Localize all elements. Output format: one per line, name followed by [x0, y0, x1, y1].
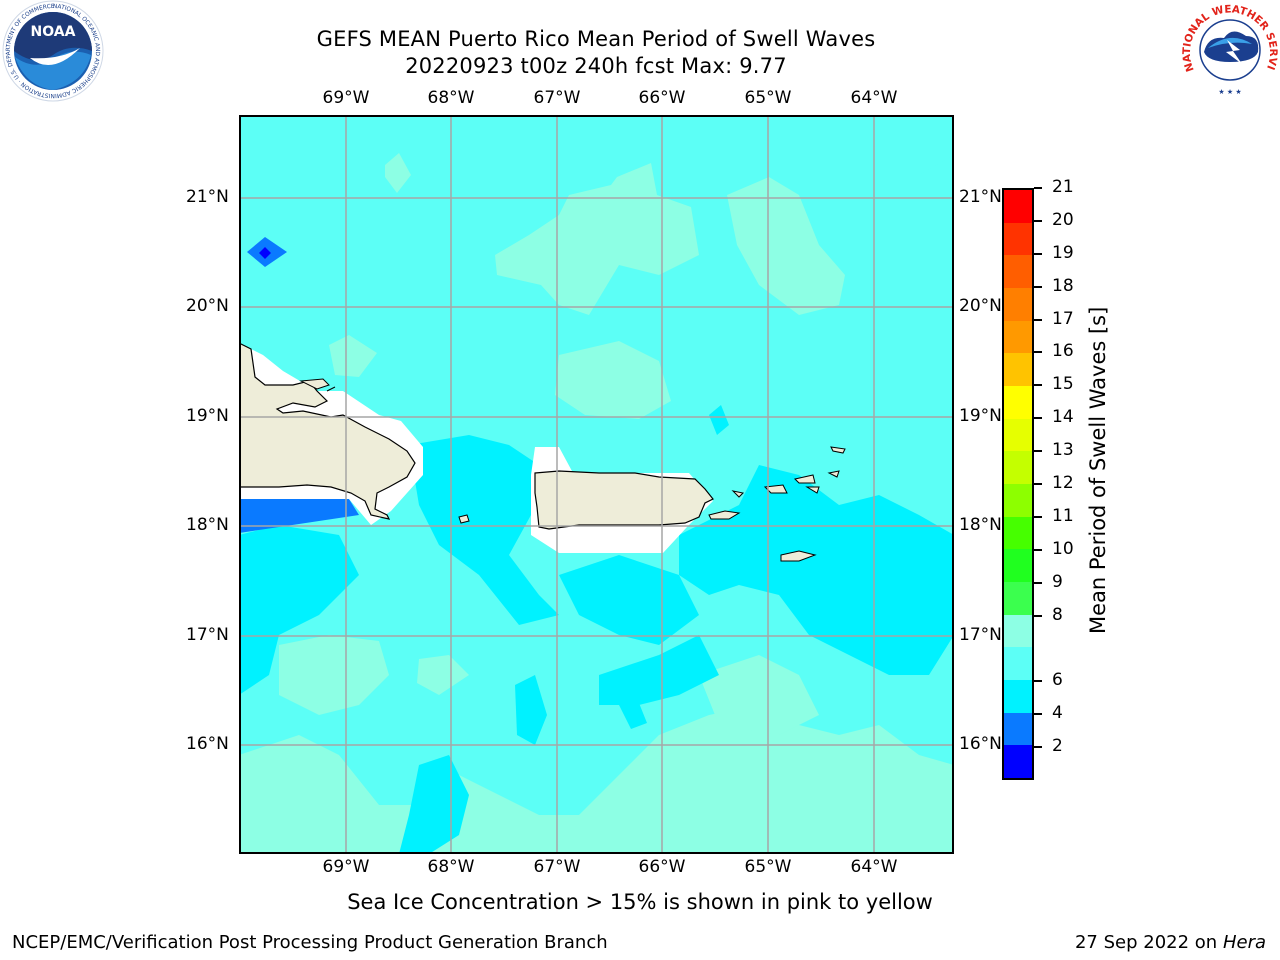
- colorbar-segment: [1004, 516, 1032, 550]
- colorbar-segment: [1004, 418, 1032, 452]
- colorbar-tick-mark: [1034, 187, 1042, 189]
- lat-label-right-20n: 20°N: [959, 296, 1002, 316]
- colorbar-tick-label: 16: [1052, 341, 1074, 362]
- colorbar-tick-mark: [1034, 417, 1042, 420]
- colorbar-tick-mark: [1034, 351, 1042, 354]
- lon-label-top-69w: 69°W: [322, 88, 370, 108]
- colorbar-tick-label: 15: [1052, 374, 1074, 395]
- colorbar-tick-label: 20: [1052, 209, 1074, 230]
- colorbar-tick-label: 4: [1052, 703, 1063, 724]
- colorbar-tick-label: 2: [1052, 736, 1063, 757]
- map-frame: [239, 115, 954, 854]
- colorbar-tick-label: 12: [1052, 473, 1074, 493]
- svg-text:★ ★ ★: ★ ★ ★: [1218, 88, 1241, 96]
- colorbar-segment: [1004, 353, 1032, 387]
- colorbar-segment: [1004, 549, 1032, 583]
- lat-label-left-18n: 18°N: [186, 515, 229, 535]
- lon-label-bottom-64w: 64°W: [850, 857, 898, 877]
- colorbar-tick-mark: [1034, 483, 1042, 485]
- colorbar-segment: [1004, 614, 1032, 648]
- colorbar-tick-label: 8: [1052, 604, 1063, 625]
- colorbar-segment: [1004, 386, 1032, 419]
- chart-title: GEFS MEAN Puerto Rico Mean Period of Swe…: [316, 27, 876, 51]
- small-islands: [326, 386, 846, 562]
- colorbar-tick-mark: [1034, 581, 1042, 584]
- ocean-4-6-band: [239, 499, 359, 533]
- footer-date: 27 Sep 2022 on Hera: [1075, 932, 1266, 953]
- puerto-rico-land: [534, 470, 714, 530]
- footer-credit: NCEP/EMC/Verification Post Processing Pr…: [12, 932, 608, 953]
- swell-period-map: [239, 115, 954, 854]
- colorbar-tick-mark: [1034, 252, 1042, 255]
- colorbar-tick-label: 10: [1052, 538, 1074, 559]
- colorbar-segment: [1004, 288, 1032, 321]
- lat-label-left-17n: 17°N: [186, 625, 229, 645]
- colorbar-tick-mark: [1034, 515, 1042, 518]
- colorbar-tick-label: 19: [1052, 242, 1074, 263]
- tortuga-island: [299, 378, 330, 390]
- colorbar-tick-mark: [1034, 219, 1042, 222]
- lon-label-bottom-69w: 69°W: [322, 857, 370, 877]
- lon-label-bottom-66w: 66°W: [638, 857, 686, 877]
- chart-subtitle: 20220923 t00z 240h fcst Max: 9.77: [405, 54, 787, 78]
- colorbar-title: Mean Period of Swell Waves [s]: [1086, 306, 1110, 634]
- lon-label-bottom-65w: 65°W: [744, 857, 792, 877]
- colorbar-tick-mark: [1034, 713, 1042, 716]
- lon-label-top-65w: 65°W: [744, 88, 792, 108]
- colorbar-tick-label: 9: [1052, 571, 1063, 592]
- lat-label-left-19n: 19°N: [186, 406, 229, 426]
- colorbar-tick-mark: [1034, 450, 1042, 453]
- lon-label-bottom-67w: 67°W: [533, 857, 581, 877]
- colorbar-tick-mark: [1034, 318, 1042, 321]
- colorbar-tick-mark: [1034, 548, 1042, 551]
- colorbar-tick-label: 13: [1052, 440, 1074, 461]
- colorbar-tick-label: 21: [1052, 177, 1074, 197]
- colorbar-tick-mark: [1034, 285, 1042, 288]
- colorbar-segment: [1004, 484, 1032, 517]
- colorbar-tick-label: 18: [1052, 275, 1074, 296]
- colorbar-segment: [1004, 190, 1032, 223]
- colorbar-tick-mark: [1034, 384, 1042, 387]
- colorbar-segment: [1004, 680, 1032, 713]
- colorbar-segment: [1004, 712, 1032, 746]
- lat-label-left-21n: 21°N: [186, 187, 229, 207]
- noaa-logo-icon: NATIONAL OCEANIC AND ATMOSPHERIC ADMINIS…: [2, 0, 104, 102]
- colorbar-tick-label: 17: [1052, 308, 1074, 329]
- noaa-logo-text: NOAA: [31, 24, 76, 40]
- colorbar-tick-mark: [1034, 680, 1042, 683]
- footer-host: Hera: [1222, 932, 1266, 953]
- lat-label-right-18n: 18°N: [959, 515, 1002, 535]
- ocean-2-4-dot: [259, 247, 271, 259]
- colorbar-tick-label: 11: [1052, 505, 1074, 526]
- lat-label-right-19n: 19°N: [959, 406, 1002, 426]
- colorbar-tick-label: 6: [1052, 670, 1063, 691]
- lat-label-right-17n: 17°N: [959, 625, 1002, 645]
- colorbar-tick-mark: [1034, 746, 1042, 749]
- colorbar-segment: [1004, 255, 1032, 289]
- lat-label-left-16n: 16°N: [186, 734, 229, 754]
- colorbar-segment: [1004, 745, 1032, 779]
- colorbar-segment: [1004, 222, 1032, 256]
- lon-label-bottom-68w: 68°W: [427, 857, 475, 877]
- colorbar-tick-label: 14: [1052, 407, 1074, 428]
- graticule: [239, 115, 954, 854]
- colorbar-segment: [1004, 647, 1032, 681]
- colorbar: [1002, 188, 1034, 780]
- lat-label-right-16n: 16°N: [959, 734, 1002, 754]
- nws-logo-icon: NATIONAL WEATHER SERVICE ★ ★ ★: [1180, 0, 1279, 97]
- footer-date-text: 27 Sep 2022 on: [1074, 932, 1218, 953]
- lon-label-top-68w: 68°W: [427, 88, 475, 108]
- lat-label-left-20n: 20°N: [186, 296, 229, 316]
- colorbar-segment: [1004, 320, 1032, 354]
- colorbar-segment: [1004, 451, 1032, 485]
- sea-ice-note: Sea Ice Concentration > 15% is shown in …: [347, 890, 933, 914]
- lon-label-top-66w: 66°W: [638, 88, 686, 108]
- lon-label-top-67w: 67°W: [533, 88, 581, 108]
- lat-label-right-21n: 21°N: [959, 187, 1002, 207]
- lon-label-top-64w: 64°W: [850, 88, 898, 108]
- colorbar-tick-mark: [1034, 614, 1042, 617]
- colorbar-segment: [1004, 582, 1032, 615]
